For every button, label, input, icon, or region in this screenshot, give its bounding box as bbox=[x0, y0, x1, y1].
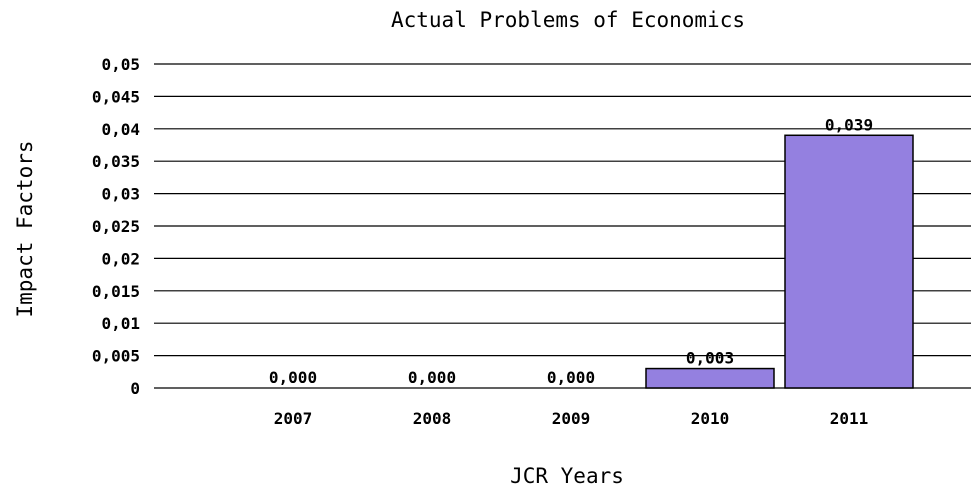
y-tick-label: 0,025 bbox=[92, 217, 140, 236]
y-axis-label: Impact Factors bbox=[13, 140, 37, 317]
data-labels: 0,000 0,000 0,000 0,003 0,039 bbox=[269, 115, 873, 387]
bar bbox=[645, 367, 775, 389]
data-label: 0,039 bbox=[825, 115, 873, 134]
y-tick-label: 0,05 bbox=[101, 55, 140, 74]
data-label: 0,000 bbox=[547, 368, 595, 387]
data-label: 0,000 bbox=[269, 368, 317, 387]
y-tick-label: 0,03 bbox=[101, 185, 140, 204]
x-tick-labels: 2007 2008 2009 2010 2011 bbox=[274, 409, 869, 428]
y-tick-labels: 0 0,005 0,01 0,015 0,02 0,025 0,03 0,035 0,04 0,0… bbox=[92, 55, 140, 398]
y-tick-label: 0,035 bbox=[92, 152, 140, 171]
bar bbox=[784, 134, 914, 389]
x-tick-label: 2010 bbox=[691, 409, 730, 428]
y-tick-label: 0,015 bbox=[92, 282, 140, 301]
y-tick-label: 0,02 bbox=[101, 249, 140, 268]
x-tick-label: 2011 bbox=[830, 409, 869, 428]
y-tick-label: 0 bbox=[130, 379, 140, 398]
chart-title: Actual Problems of Economics bbox=[391, 8, 745, 32]
y-tick-label: 0,005 bbox=[92, 347, 140, 366]
y-tick-label: 0,045 bbox=[92, 87, 140, 106]
x-tick-label: 2009 bbox=[552, 409, 591, 428]
y-tick-label: 0,04 bbox=[101, 120, 140, 139]
data-label: 0,003 bbox=[686, 349, 734, 368]
x-tick-label: 2008 bbox=[413, 409, 452, 428]
data-label: 0,000 bbox=[408, 368, 456, 387]
gridlines bbox=[154, 63, 971, 389]
x-axis-label: JCR Years bbox=[510, 464, 624, 488]
bars bbox=[645, 134, 914, 389]
x-tick-label: 2007 bbox=[274, 409, 313, 428]
y-tick-label: 0,01 bbox=[101, 314, 140, 333]
